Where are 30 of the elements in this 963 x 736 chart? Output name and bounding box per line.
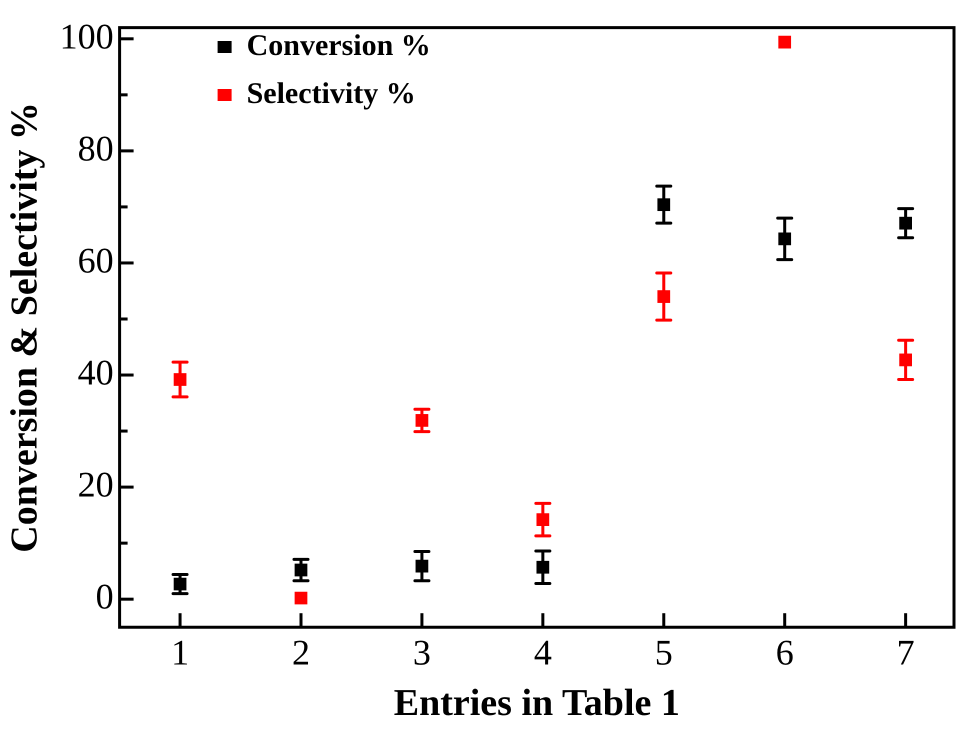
point — [899, 216, 912, 230]
point — [657, 290, 670, 303]
y-tick-label: 100 — [60, 16, 114, 56]
point — [657, 198, 670, 212]
y-tick-label: 0 — [96, 576, 114, 617]
x-tick-label: 7 — [896, 632, 915, 672]
x-tick-label: 2 — [292, 632, 310, 672]
point — [536, 513, 550, 526]
x-tick-label: 1 — [171, 632, 190, 672]
x-tick-label: 3 — [412, 632, 431, 672]
x-tick-label: 5 — [654, 632, 673, 672]
point — [778, 232, 792, 246]
y-axis-title: Conversion & Selectivity % — [4, 102, 46, 553]
point — [899, 354, 912, 366]
legend-label: Selectivity % — [246, 76, 416, 110]
point — [416, 414, 428, 427]
point — [778, 36, 792, 49]
x-tick-label: 4 — [534, 632, 552, 672]
x-tick-label: 6 — [776, 632, 794, 672]
point — [536, 560, 550, 574]
point — [294, 564, 308, 576]
y-tick-label: 40 — [78, 352, 114, 392]
x-axis-title: Entries in Table 1 — [394, 682, 680, 724]
point — [416, 560, 428, 572]
y-tick-label: 60 — [78, 240, 114, 280]
y-tick-label: 80 — [78, 128, 114, 168]
point — [294, 592, 308, 604]
y-tick-label: 20 — [78, 464, 114, 505]
legend-label: Conversion % — [246, 28, 431, 62]
point — [174, 373, 186, 386]
